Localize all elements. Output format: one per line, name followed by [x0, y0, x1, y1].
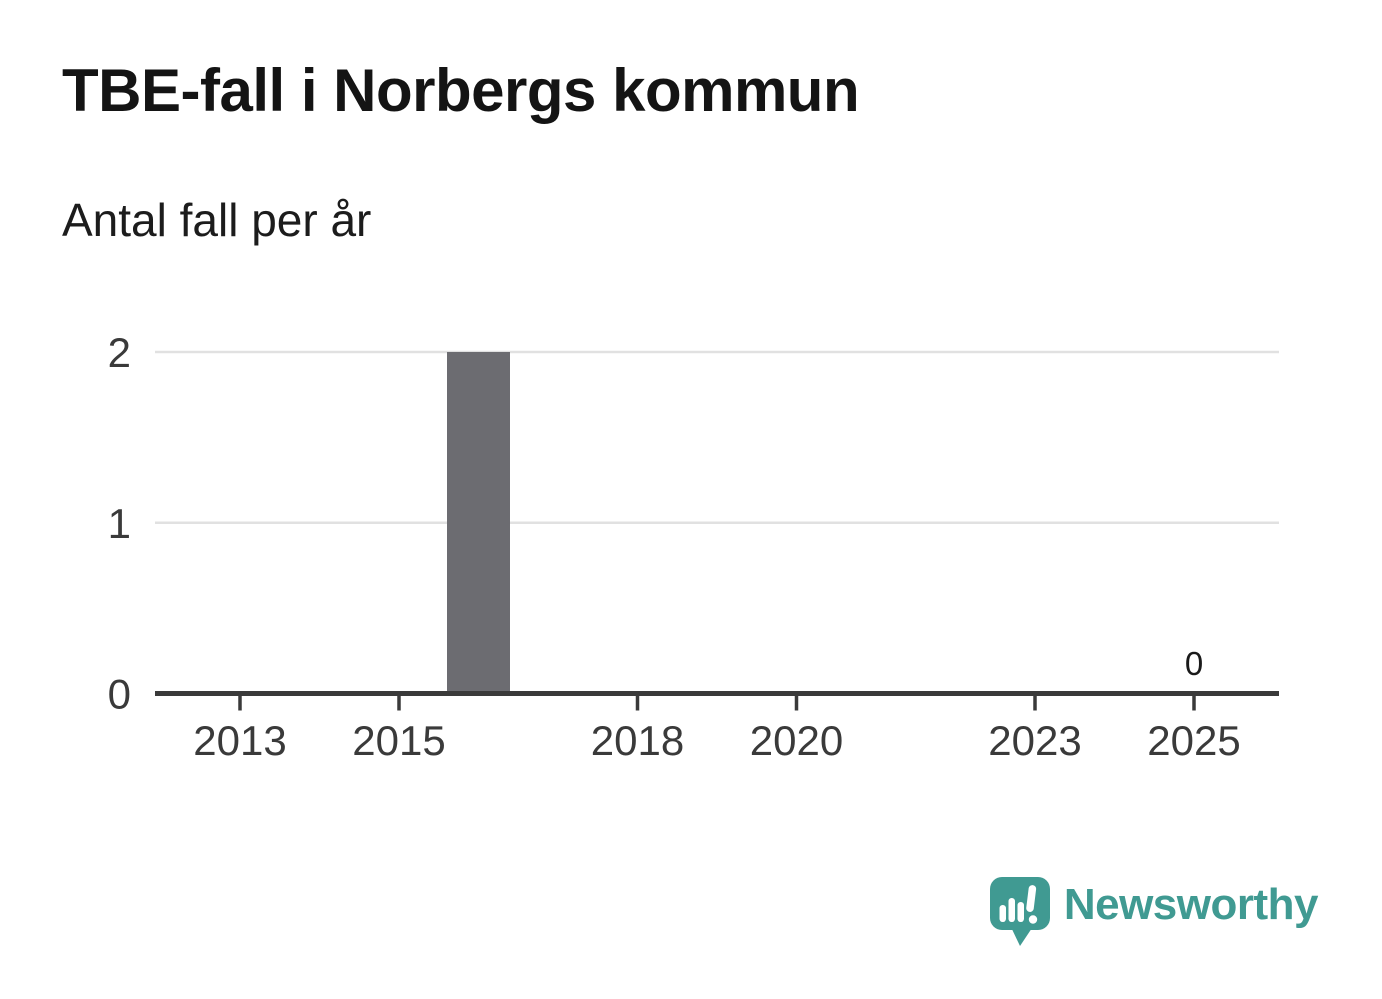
brand-name: Newsworthy	[1063, 880, 1319, 929]
y-tick-label-2: 2	[108, 329, 131, 376]
x-tick-label-2018: 2018	[591, 717, 684, 764]
x-tick-label-2013: 2013	[193, 717, 286, 764]
brand-footer: Newsworthy	[989, 877, 1319, 947]
y-tick-label-0: 0	[108, 671, 131, 718]
bar-2016	[447, 352, 510, 694]
x-tick-label-2023: 2023	[988, 717, 1081, 764]
chart-subtitle: Antal fall per år	[62, 194, 372, 246]
chart-title: TBE-fall i Norbergs kommun	[62, 57, 860, 124]
y-tick-label-1: 1	[108, 500, 131, 547]
x-tick-label-2015: 2015	[352, 717, 445, 764]
last-value-label: 0	[1185, 645, 1203, 682]
x-tick-label-2025: 2025	[1147, 717, 1240, 764]
x-tick-label-2020: 2020	[750, 717, 843, 764]
newsworthy-chart-bubble-icon	[989, 877, 1050, 946]
